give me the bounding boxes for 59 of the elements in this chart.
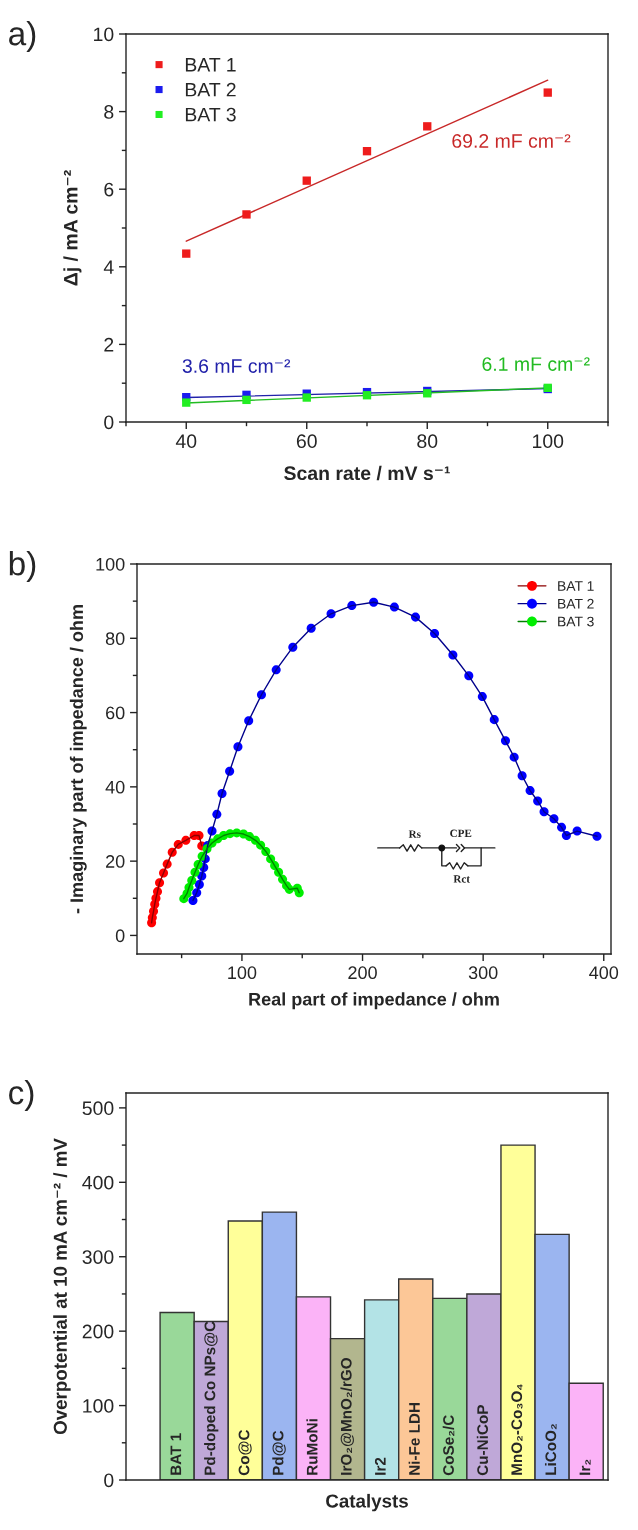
y-tick-label: 60 bbox=[106, 706, 125, 720]
x-tick-label: Co@C bbox=[238, 1429, 252, 1476]
annotation: 69.2 mF cm⁻² bbox=[452, 134, 571, 148]
chart-title: b) bbox=[9, 551, 36, 583]
y-tick-label: 4 bbox=[103, 260, 114, 274]
x-tick-label: 100 bbox=[533, 434, 564, 449]
y-tick-label: 300 bbox=[82, 1250, 114, 1264]
annotation: 3.6 mF cm⁻² bbox=[182, 359, 291, 373]
x-tick-label: 100 bbox=[228, 966, 257, 980]
legend-label: BAT 1 bbox=[185, 58, 236, 72]
y-tick-label: 0 bbox=[115, 929, 125, 943]
y-tick-label: 0 bbox=[104, 415, 114, 430]
x-tick-label: 400 bbox=[589, 966, 619, 980]
x-tick-label: 40 bbox=[175, 434, 197, 449]
legend-label: BAT 2 bbox=[558, 598, 594, 609]
y-axis-title: Δj / mA cm⁻² bbox=[63, 170, 82, 286]
chart-title: a) bbox=[9, 21, 36, 53]
x-tick-label: RuMoNi bbox=[306, 1419, 318, 1475]
y-tick-label: 100 bbox=[96, 557, 125, 571]
x-tick-label: Cu-NiCoP bbox=[476, 1405, 489, 1476]
x-tick-label: Ir2 bbox=[374, 1457, 386, 1475]
annotation: CPE bbox=[450, 829, 472, 838]
x-tick-label: 200 bbox=[348, 966, 377, 980]
x-tick-label: 60 bbox=[296, 434, 317, 449]
x-axis-title: Real part of impedance / ohm bbox=[249, 992, 499, 1010]
y-tick-label: 20 bbox=[106, 855, 125, 868]
legend-label: BAT 3 bbox=[185, 107, 236, 122]
x-tick-label: CoSe₂/C bbox=[442, 1415, 455, 1476]
y-axis-title: Overpotential at 10 mA cm⁻² / mV bbox=[53, 1138, 71, 1435]
y-tick-label: 400 bbox=[82, 1175, 114, 1190]
x-tick-label: MnO₂-Co₃O₄ bbox=[511, 1384, 523, 1475]
x-tick-label: Ni-Fe LDH bbox=[408, 1403, 420, 1475]
y-axis-title: - Imaginary part of impedance / ohm bbox=[69, 605, 87, 914]
y-tick-label: 500 bbox=[82, 1101, 114, 1116]
y-tick-label: 40 bbox=[105, 780, 125, 794]
x-axis-title: Scan rate / mV s⁻¹ bbox=[284, 465, 450, 481]
chart-title: c) bbox=[9, 1080, 34, 1112]
legend-label: BAT 2 bbox=[185, 82, 236, 97]
y-tick-label: 0 bbox=[104, 1473, 114, 1488]
x-tick-label: Pd@C bbox=[272, 1430, 286, 1475]
legend-label: BAT 3 bbox=[558, 616, 594, 627]
x-tick-label: LiCoO₂ bbox=[544, 1424, 557, 1475]
y-tick-label: 8 bbox=[104, 105, 114, 119]
x-tick-label: BAT 1 bbox=[170, 1433, 182, 1475]
y-tick-label: 2 bbox=[104, 337, 114, 352]
y-tick-label: 200 bbox=[82, 1324, 114, 1339]
x-tick-label: Pd-doped Co NPs@C bbox=[204, 1321, 219, 1475]
annotation: Rct bbox=[453, 875, 470, 883]
y-tick-label: 6 bbox=[104, 182, 114, 197]
x-tick-label: IrO₂@MnO₂/rGO bbox=[340, 1358, 354, 1475]
legend-label: BAT 1 bbox=[558, 581, 594, 591]
annotation: Rs bbox=[408, 830, 421, 838]
y-tick-label: 80 bbox=[105, 632, 125, 646]
y-tick-label: 10 bbox=[94, 27, 114, 42]
x-tick-label: Ir₂ bbox=[579, 1459, 591, 1475]
x-axis-title: Catalysts bbox=[326, 1493, 408, 1512]
x-tick-label: 300 bbox=[468, 966, 498, 980]
x-tick-label: 80 bbox=[417, 434, 438, 449]
annotation: 6.1 mF cm⁻² bbox=[482, 357, 590, 371]
